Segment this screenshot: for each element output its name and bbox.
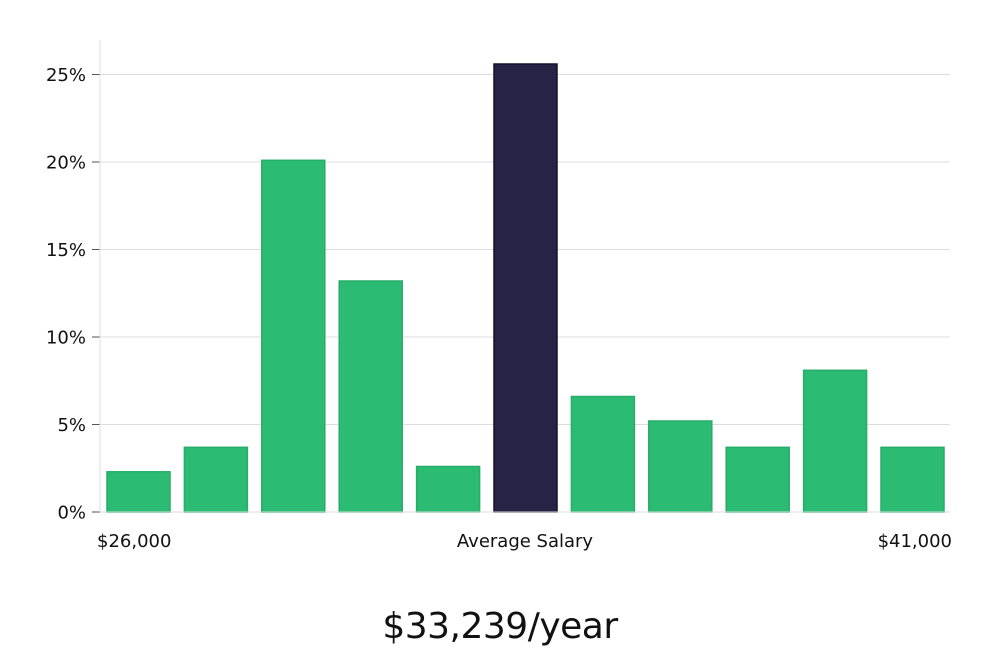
bar (648, 420, 713, 513)
bar (106, 471, 171, 513)
x-label-max: $41,000 (878, 531, 952, 552)
bar (338, 280, 403, 513)
y-axis-ticks: 0% 5% 10% 15% 20% 25% (46, 65, 100, 524)
bar (261, 159, 326, 513)
average-salary-headline: $33,239/year (382, 606, 618, 647)
y-tick-label: 15% (46, 240, 86, 261)
x-label-average: Average Salary (457, 531, 594, 552)
bars (106, 63, 945, 513)
bar (802, 369, 868, 513)
y-tick-label: 0% (57, 503, 86, 524)
x-label-min: $26,000 (97, 531, 171, 552)
bar (415, 465, 481, 513)
y-tick-label: 20% (46, 153, 86, 174)
bar (183, 446, 249, 513)
salary-histogram: 0%5%10%15%20%25% $26,000 Average Salary … (46, 40, 952, 552)
bar-average-salary (493, 63, 558, 513)
y-tick-label: 5% (57, 415, 86, 436)
bar (725, 446, 790, 513)
y-tick-label: 25% (46, 65, 86, 86)
y-tick-label: 10% (46, 328, 86, 349)
bar (570, 395, 636, 513)
bar (880, 446, 945, 513)
